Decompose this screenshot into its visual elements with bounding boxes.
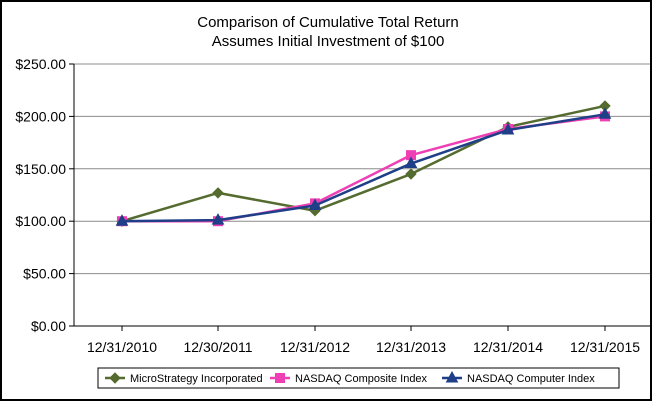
data-point-marker [308, 198, 322, 210]
data-point-marker [115, 214, 129, 226]
legend-marker [109, 372, 121, 384]
data-point-marker [212, 187, 224, 199]
x-tick-label: 12/31/2014 [473, 339, 543, 355]
x-tick-label: 12/31/2012 [280, 339, 350, 355]
data-point-marker [404, 156, 418, 169]
y-tick-label: $0.00 [31, 318, 66, 334]
y-tick-label: $50.00 [23, 266, 66, 282]
series-3 [115, 107, 612, 226]
x-tick-label: 12/31/2013 [376, 339, 446, 355]
legend-label: NASDAQ Computer Index [467, 373, 595, 385]
legend-marker [445, 370, 459, 383]
chart-title: Comparison of Cumulative Total Return [197, 14, 459, 31]
legend-label: NASDAQ Composite Index [295, 373, 428, 385]
series-layer [115, 100, 612, 227]
y-tick-label: $100.00 [15, 213, 66, 229]
axes: $0.00 $50.00 $100.00 $150.00 $200.00 $250.00 1… [15, 56, 650, 355]
data-point-marker [598, 107, 612, 119]
y-tick-label: $200.00 [15, 108, 66, 124]
plot-area [74, 64, 650, 326]
legend-label: MicroStrategy Incorporated [130, 373, 263, 385]
legend-item: MicroStrategy Incorporated [105, 372, 263, 385]
legend: MicroStrategy Incorporated NASDAQ Composi… [97, 367, 620, 389]
series-line [121, 104, 606, 223]
data-point-marker [211, 213, 225, 225]
legend-marker [275, 373, 285, 383]
data-point-marker [405, 168, 417, 180]
chart-subtitle: Assumes Initial Investment of $100 [212, 33, 445, 50]
y-tick-label: $150.00 [15, 161, 66, 177]
legend-item: NASDAQ Computer Index [442, 370, 595, 385]
legend-item: NASDAQ Composite Index [270, 373, 428, 385]
data-point-marker [501, 122, 515, 135]
legend-box [97, 367, 620, 389]
series-line [121, 113, 606, 223]
x-tick-label: 12/31/2015 [570, 339, 640, 355]
x-tick-label: 12/31/2010 [87, 339, 157, 355]
x-tick-label: 12/30/2011 [183, 339, 252, 355]
y-tick-label: $250.00 [15, 56, 66, 72]
